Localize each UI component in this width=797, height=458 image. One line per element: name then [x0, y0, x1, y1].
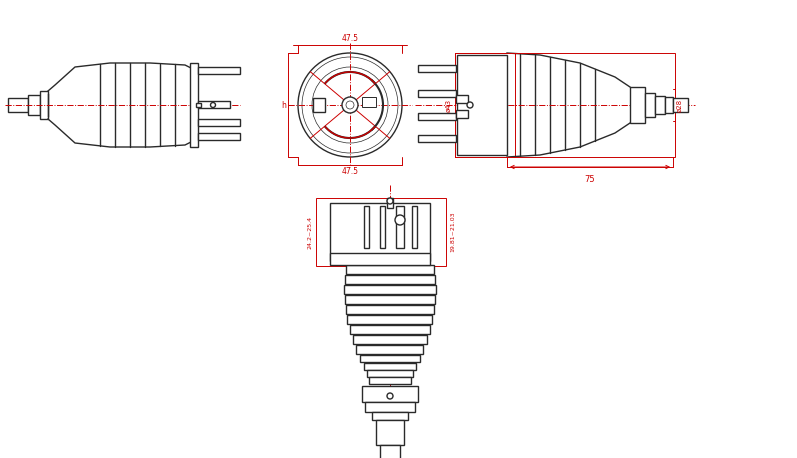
- Bar: [387, 198, 393, 208]
- Bar: [364, 363, 416, 370]
- Bar: [313, 98, 325, 112]
- Bar: [380, 445, 400, 458]
- Text: 47.5: 47.5: [341, 34, 359, 43]
- Circle shape: [298, 53, 402, 157]
- Bar: [364, 206, 369, 248]
- Bar: [372, 412, 408, 420]
- Bar: [353, 335, 427, 344]
- Bar: [198, 133, 240, 140]
- Bar: [457, 55, 507, 155]
- Bar: [350, 325, 430, 334]
- Bar: [28, 95, 40, 115]
- Bar: [673, 98, 688, 112]
- Circle shape: [387, 393, 393, 399]
- Circle shape: [395, 215, 405, 225]
- Bar: [418, 113, 456, 120]
- Bar: [360, 355, 420, 362]
- Bar: [40, 91, 48, 119]
- Bar: [330, 203, 430, 261]
- Text: 47.5: 47.5: [341, 167, 359, 176]
- Bar: [314, 99, 324, 111]
- Bar: [346, 265, 434, 274]
- Bar: [345, 295, 435, 304]
- Bar: [196, 103, 201, 107]
- Text: 24.2~25.4: 24.2~25.4: [308, 215, 313, 249]
- Circle shape: [467, 102, 473, 108]
- Bar: [380, 206, 385, 248]
- Bar: [630, 87, 645, 123]
- Bar: [665, 97, 673, 113]
- Bar: [198, 67, 240, 74]
- Bar: [190, 63, 198, 147]
- Text: 75: 75: [585, 175, 595, 184]
- Bar: [362, 386, 418, 402]
- Bar: [376, 420, 404, 445]
- Bar: [8, 98, 28, 112]
- Circle shape: [210, 103, 215, 108]
- Text: ø43: ø43: [446, 98, 452, 112]
- Bar: [418, 90, 456, 97]
- Bar: [456, 95, 468, 103]
- Bar: [316, 198, 446, 266]
- Bar: [418, 65, 456, 72]
- Circle shape: [342, 97, 358, 113]
- Circle shape: [346, 101, 354, 109]
- Bar: [346, 305, 434, 314]
- Circle shape: [312, 67, 388, 143]
- Bar: [365, 402, 415, 412]
- Bar: [645, 93, 655, 117]
- Circle shape: [387, 198, 393, 204]
- Bar: [345, 275, 435, 284]
- Text: ø28: ø28: [677, 98, 683, 112]
- Bar: [344, 285, 436, 294]
- Bar: [455, 53, 675, 157]
- Bar: [330, 253, 430, 265]
- Bar: [356, 345, 423, 354]
- Text: 19.81~21.03: 19.81~21.03: [450, 212, 455, 252]
- Bar: [396, 206, 404, 248]
- Bar: [418, 135, 456, 142]
- Bar: [456, 110, 468, 118]
- Bar: [369, 377, 411, 384]
- Bar: [655, 96, 665, 114]
- Bar: [198, 101, 230, 108]
- Circle shape: [302, 57, 398, 153]
- Bar: [367, 370, 413, 377]
- Bar: [412, 206, 417, 248]
- Circle shape: [635, 102, 641, 108]
- Bar: [198, 119, 240, 126]
- Bar: [362, 97, 376, 107]
- Bar: [455, 53, 515, 157]
- Text: h: h: [281, 100, 286, 109]
- Bar: [347, 315, 433, 324]
